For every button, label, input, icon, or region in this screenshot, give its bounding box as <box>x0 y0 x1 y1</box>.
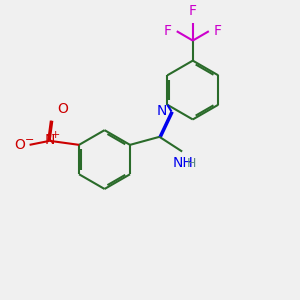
Text: NH: NH <box>173 156 194 170</box>
Text: +: + <box>51 130 60 140</box>
Text: −: − <box>24 134 34 145</box>
Text: F: F <box>164 24 172 38</box>
Text: N: N <box>44 133 55 146</box>
Text: O: O <box>57 102 68 116</box>
Text: O: O <box>14 138 25 152</box>
Text: F: F <box>189 4 197 18</box>
Text: N: N <box>156 104 167 118</box>
Text: H: H <box>187 158 196 170</box>
Text: F: F <box>214 24 222 38</box>
